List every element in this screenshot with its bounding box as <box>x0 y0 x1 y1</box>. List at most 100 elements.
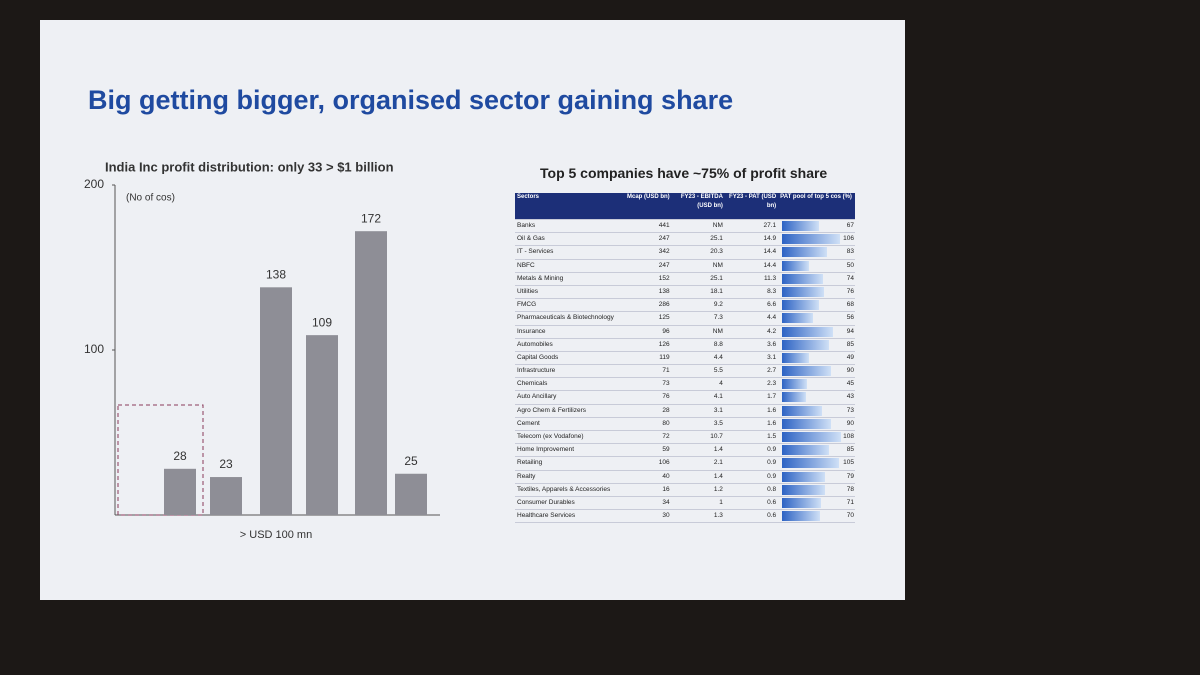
cell: 1.6 <box>767 406 777 414</box>
cell: 1.4 <box>713 472 723 480</box>
header-cell: FY23 - PAT (USD bn) <box>729 194 777 209</box>
chart: India Inc profit distribution: only 33 >… <box>84 159 440 541</box>
table-row: Retailing 106 2.1 0.9 105 <box>515 457 855 471</box>
data-label: 138 <box>266 267 286 281</box>
pool-bar <box>782 352 809 363</box>
cell: 105 <box>780 457 855 469</box>
cell: 4.4 <box>713 353 723 361</box>
table-title: Top 5 companies have ~75% of profit shar… <box>540 165 828 181</box>
table-row: Chemicals 73 4 2.3 45 <box>515 378 855 392</box>
cell-value: 71 <box>846 498 855 506</box>
cell: 79 <box>780 471 855 483</box>
cell: Healthcare Services <box>517 512 576 520</box>
cell: 5.5 <box>713 367 723 375</box>
table-row: Metals & Mining 152 25.1 11.3 74 <box>515 273 855 286</box>
cell-value: 76 <box>846 287 855 295</box>
bar <box>260 287 292 515</box>
cell: 14.4 <box>763 248 777 256</box>
cell: 14.4 <box>763 261 777 269</box>
header-cell: PAT pool of top 5 cos (%) <box>780 194 852 200</box>
y-axis-label: (No of cos) <box>126 193 175 204</box>
cell-value: 45 <box>846 380 855 388</box>
cell: Oil & Gas <box>517 235 545 243</box>
table-row: Automobiles 126 8.8 3.6 85 <box>515 339 855 352</box>
cell-value: 108 <box>843 433 855 440</box>
x-tick-label: > USD 100 mn <box>240 529 312 541</box>
cell: 25.1 <box>710 274 723 282</box>
chart-title: India Inc profit distribution: only 33 >… <box>105 159 394 174</box>
cell-value: 83 <box>846 248 855 256</box>
cell: NM <box>712 261 723 269</box>
cell: 85 <box>780 339 855 351</box>
cell: IT - Services <box>517 248 554 256</box>
cell: Telecom (ex Vodafone) <box>517 433 584 440</box>
cell-value: 73 <box>846 406 855 414</box>
cell: 1.2 <box>713 485 723 493</box>
cell: 73 <box>780 405 855 417</box>
cell: 73 <box>662 380 670 388</box>
cell: Automobiles <box>517 340 553 348</box>
table-row: Healthcare Services 30 1.3 0.6 70 <box>515 510 855 524</box>
cell-value: 90 <box>846 419 855 427</box>
table-row: Pharmaceuticals & Biotechnology 125 7.3 4.4… <box>515 312 855 326</box>
header-cell: Sectors <box>517 194 540 200</box>
cell: 3.1 <box>713 406 723 414</box>
pool-bar <box>782 458 840 469</box>
cell: 4 <box>719 380 723 388</box>
cell-value: 68 <box>846 301 855 309</box>
cell-value: 85 <box>846 446 855 454</box>
cell: 67 <box>780 220 855 232</box>
cell: 49 <box>780 352 855 364</box>
cell: 10.7 <box>710 433 723 440</box>
cell: 247 <box>658 261 670 269</box>
table-row: Insurance 96 NM 4.2 94 <box>515 326 855 339</box>
cell: Auto Ancillary <box>517 393 557 401</box>
cell: Consumer Durables <box>517 498 575 506</box>
cell: NBFC <box>517 261 535 269</box>
pool-bar <box>782 445 829 456</box>
cell: Metals & Mining <box>517 274 564 282</box>
cell-value: 56 <box>846 314 855 322</box>
cell: NM <box>712 222 723 229</box>
cell-value: 50 <box>846 261 855 269</box>
cell: 4.1 <box>713 393 723 401</box>
cell: 74 <box>780 273 855 285</box>
cell-value: 49 <box>846 353 855 361</box>
cell: Cement <box>517 419 540 427</box>
cell: 2.7 <box>767 367 777 375</box>
cell: Infrastructure <box>517 367 556 375</box>
cell-value: 79 <box>846 472 855 480</box>
table-row: Auto Ancillary 76 4.1 1.7 43 <box>515 391 855 405</box>
table-row: Utilities 138 18.1 8.3 76 <box>515 286 855 300</box>
cell: 1.4 <box>713 446 723 454</box>
cell: 1.7 <box>767 393 777 401</box>
bar <box>210 477 242 515</box>
cell: 56 <box>780 312 855 324</box>
cell: Textiles, Apparels & Accessories <box>517 485 611 493</box>
cell: 0.8 <box>767 485 777 493</box>
cell: 152 <box>658 274 670 282</box>
table: Sectors Mcap (USD bn) FY23 - EBITDA (USD b… <box>515 193 855 524</box>
cell: 11.3 <box>763 274 777 282</box>
cell: 25.1 <box>710 235 723 243</box>
cell: 43 <box>780 391 855 403</box>
cell-value: 67 <box>846 222 855 229</box>
table-row: Banks 441 NM 27.1 67 <box>515 220 855 234</box>
table-row: Infrastructure 71 5.5 2.7 90 <box>515 365 855 379</box>
pool-bar <box>782 286 824 297</box>
cell: Banks <box>517 222 536 229</box>
pool-bar <box>782 405 822 416</box>
cell: 71 <box>780 497 855 509</box>
cell: 108 <box>780 431 855 443</box>
table-row: Agro Chem & Fertilizers 28 3.1 1.6 73 <box>515 405 855 418</box>
cell: Utilities <box>517 287 538 295</box>
cell: 0.6 <box>767 512 777 520</box>
pool-bar <box>782 392 806 403</box>
cell: Agro Chem & Fertilizers <box>517 406 586 414</box>
cell: 59 <box>662 446 670 454</box>
table-row: Capital Goods 119 4.4 3.1 49 <box>515 352 855 366</box>
pool-bar <box>782 366 832 377</box>
cell: 138 <box>658 287 670 295</box>
cell: 8.3 <box>767 287 777 295</box>
data-label: 25 <box>404 454 418 468</box>
